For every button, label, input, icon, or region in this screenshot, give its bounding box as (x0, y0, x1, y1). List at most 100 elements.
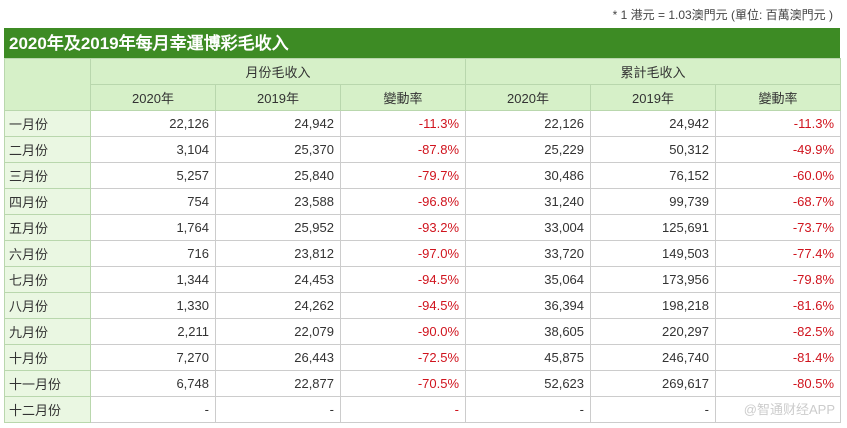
value-cell: 50,312 (590, 136, 717, 163)
month-header (4, 58, 91, 111)
change-rate-cell: - (339, 396, 467, 423)
month-cell: 六月份 (4, 240, 91, 267)
change-rate-cell: -73.7% (715, 214, 842, 241)
table-row: 三月份 5,257 25,840 -79.7% 30,486 76,152 -60.0% (4, 162, 842, 189)
value-cell: 6,748 (90, 370, 216, 397)
value-cell: 45,875 (465, 344, 592, 371)
value-cell: 22,877 (215, 370, 341, 397)
change-rate-cell: -96.8% (339, 188, 467, 215)
change-rate-cell: -90.0% (339, 318, 467, 345)
exchange-rate-note: * 1 港元 = 1.03澳門元 (單位: 百萬澳門元 ) (612, 8, 833, 22)
month-cell: 八月份 (4, 292, 91, 319)
month-cell: 二月份 (4, 136, 91, 163)
value-cell: 35,064 (465, 266, 592, 293)
value-cell: 24,942 (590, 110, 717, 137)
value-cell: 149,503 (590, 240, 717, 267)
change-rate-cell: -11.3% (715, 110, 842, 137)
change-rate-cell: -94.5% (339, 266, 467, 293)
change-rate-cell: -79.7% (339, 162, 467, 189)
value-cell: 1,330 (90, 292, 216, 319)
value-cell: 26,443 (215, 344, 341, 371)
value-cell: 25,229 (465, 136, 592, 163)
table-row: 二月份 3,104 25,370 -87.8% 25,229 50,312 -49.9% (4, 136, 842, 163)
change-rate-cell: -79.8% (715, 266, 842, 293)
table-row: 十一月份 6,748 22,877 -70.5% 52,623 269,617 -80.5% (4, 370, 842, 397)
value-cell: 25,952 (215, 214, 341, 241)
table-row: 四月份 754 23,588 -96.8% 31,240 99,739 -68.7% (4, 188, 842, 215)
group-header-monthly: 月份毛收入 (89, 58, 467, 85)
value-cell: 173,956 (590, 266, 717, 293)
value-cell: 125,691 (590, 214, 717, 241)
change-rate-cell: -81.4% (715, 344, 842, 371)
value-cell: 24,453 (215, 266, 341, 293)
column-header: 2020年 (465, 84, 592, 111)
month-cell: 十一月份 (4, 370, 91, 397)
table-row: 十二月份 - - - - - (4, 396, 842, 423)
change-rate-cell: -68.7% (715, 188, 842, 215)
value-cell: 5,257 (90, 162, 216, 189)
month-cell: 四月份 (4, 188, 91, 215)
table-title: 2020年及2019年每月幸運博彩毛收入 (4, 28, 840, 58)
change-rate-cell: -60.0% (715, 162, 842, 189)
value-cell: 24,942 (215, 110, 341, 137)
change-rate-cell: -94.5% (339, 292, 467, 319)
column-header: 2019年 (215, 84, 341, 111)
value-cell: 25,370 (215, 136, 341, 163)
table-row: 七月份 1,344 24,453 -94.5% 35,064 173,956 -79.8% (4, 266, 842, 293)
table-row: 五月份 1,764 25,952 -93.2% 33,004 125,691 -73.7% (4, 214, 842, 241)
column-header: 變動率 (339, 84, 467, 111)
month-cell: 三月份 (4, 162, 91, 189)
value-cell: 716 (90, 240, 216, 267)
value-cell: 24,262 (215, 292, 341, 319)
value-cell: 33,004 (465, 214, 592, 241)
value-cell: 31,240 (465, 188, 592, 215)
value-cell: 3,104 (90, 136, 216, 163)
value-cell: 99,739 (590, 188, 717, 215)
value-cell: 269,617 (590, 370, 717, 397)
value-cell: 246,740 (590, 344, 717, 371)
watermark: @智通财经APP (743, 402, 835, 417)
value-cell: 38,605 (465, 318, 592, 345)
value-cell: 22,126 (90, 110, 216, 137)
value-cell: 198,218 (590, 292, 717, 319)
column-header: 變動率 (715, 84, 842, 111)
value-cell: 22,079 (215, 318, 341, 345)
value-cell: 25,840 (215, 162, 341, 189)
change-rate-cell (715, 396, 842, 423)
value-cell: 33,720 (465, 240, 592, 267)
change-rate-cell: -93.2% (339, 214, 467, 241)
month-cell: 五月份 (4, 214, 91, 241)
value-cell: 30,486 (465, 162, 592, 189)
change-rate-cell: -70.5% (339, 370, 467, 397)
month-cell: 十二月份 (4, 396, 91, 423)
change-rate-cell: -11.3% (339, 110, 467, 137)
month-cell: 九月份 (4, 318, 91, 345)
change-rate-cell: -77.4% (715, 240, 842, 267)
month-cell: 七月份 (4, 266, 91, 293)
table-row: 一月份 22,126 24,942 -11.3% 22,126 24,942 -11.3% (4, 110, 842, 137)
change-rate-cell: -72.5% (339, 344, 467, 371)
value-cell: - (215, 396, 341, 423)
column-header: 2020年 (90, 84, 216, 111)
table-row: 九月份 2,211 22,079 -90.0% 38,605 220,297 -82.5% (4, 318, 842, 345)
value-cell: 7,270 (90, 344, 216, 371)
value-cell: 23,812 (215, 240, 341, 267)
group-header-cumulative: 累計毛收入 (465, 58, 842, 85)
table-row: 八月份 1,330 24,262 -94.5% 36,394 198,218 -81.6% (4, 292, 842, 319)
value-cell: 1,764 (90, 214, 216, 241)
value-cell: 2,211 (90, 318, 216, 345)
value-cell: - (590, 396, 717, 423)
value-cell: 36,394 (465, 292, 592, 319)
value-cell: 23,588 (215, 188, 341, 215)
value-cell: 22,126 (465, 110, 592, 137)
table-row: 六月份 716 23,812 -97.0% 33,720 149,503 -77.4% (4, 240, 842, 267)
change-rate-cell: -49.9% (715, 136, 842, 163)
value-cell: 76,152 (590, 162, 717, 189)
revenue-table: 月份毛收入 累計毛收入 2020年 2019年 變動率 2020年 2019年 變動率 一… (4, 58, 842, 423)
change-rate-cell: -80.5% (715, 370, 842, 397)
value-cell: 52,623 (465, 370, 592, 397)
value-cell: - (90, 396, 216, 423)
value-cell: 1,344 (90, 266, 216, 293)
change-rate-cell: -87.8% (339, 136, 467, 163)
value-cell: 754 (90, 188, 216, 215)
